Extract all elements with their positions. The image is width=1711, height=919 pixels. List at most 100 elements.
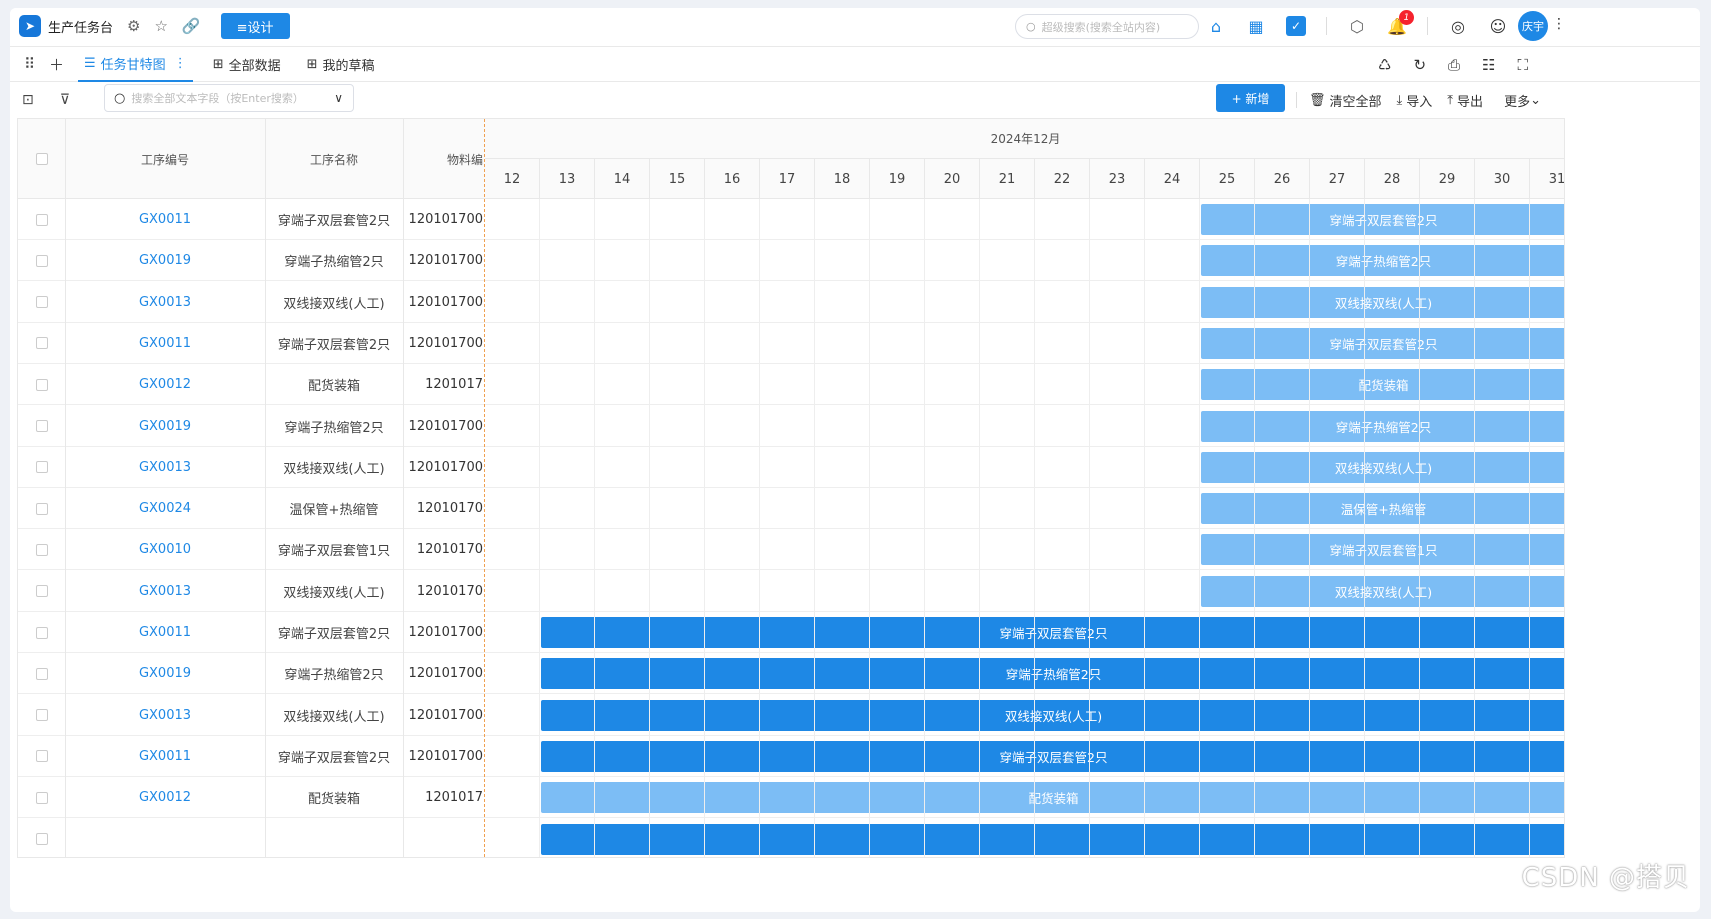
gantt-task-bar[interactable]: 穿端子双层套管1只 [1201, 534, 1564, 566]
process-code-link[interactable]: GX0012 [138, 377, 192, 393]
more-button[interactable]: 更多 ⌄ [1504, 91, 1541, 110]
process-code-link[interactable]: GX0013 [138, 583, 192, 599]
layout-icon[interactable]: ⊡ [22, 92, 34, 108]
table-row[interactable]: GX0010 穿端子双层套管1只 12010170 穿端子双层套管1只 [18, 529, 1564, 571]
more-vertical-icon[interactable]: ⋮ [1552, 16, 1566, 32]
gantt-task-bar[interactable] [541, 823, 1564, 855]
table-row[interactable]: GX0019 穿端子热缩管2只 120101700 穿端子热缩管2只 [18, 240, 1564, 282]
gantt-task-bar[interactable]: 双线接双线(人工) [1201, 286, 1564, 318]
design-button[interactable]: ≡设计 [220, 13, 290, 39]
field-search-input[interactable]: ○ 搜索全部文本字段（按Enter搜索） ∨ [104, 84, 354, 112]
tab-menu-icon[interactable]: ⋮ [173, 55, 187, 71]
table-row[interactable]: GX0011 穿端子双层套管2只 120101700 穿端子双层套管2只 [18, 199, 1564, 240]
gantt-task-bar[interactable]: 双线接双线(人工) [541, 699, 1564, 731]
report-icon[interactable]: ⎙ [1448, 56, 1461, 74]
row-checkbox[interactable] [35, 254, 48, 267]
process-code-link[interactable]: GX0013 [138, 294, 192, 310]
process-code-link[interactable]: GX0012 [138, 790, 192, 806]
tab-my-drafts[interactable]: ⊞ 我的草稿 [301, 46, 381, 82]
row-checkbox[interactable] [35, 502, 48, 515]
row-checkbox[interactable] [35, 420, 48, 432]
row-checkbox[interactable] [35, 337, 48, 350]
row-checkbox[interactable] [35, 378, 48, 391]
link-icon[interactable]: 🔗 [181, 17, 201, 35]
table-row[interactable]: GX0019 穿端子热缩管2只 120101700 穿端子热缩管2只 [18, 406, 1564, 447]
gantt-task-bar[interactable]: 双线接双线(人工) [1201, 451, 1564, 483]
gantt-task-bar[interactable]: 配货装箱 [1201, 369, 1564, 401]
process-code-link[interactable]: GX0011 [138, 625, 192, 640]
row-checkbox[interactable] [35, 750, 48, 763]
row-checkbox[interactable] [35, 543, 48, 556]
header-name[interactable]: 工序名称 [309, 152, 358, 167]
table-row[interactable]: GX0013 双线接双线(人工) 120101700 双线接双线(人工) [18, 282, 1564, 323]
header-code[interactable]: 工序编号 [140, 152, 189, 167]
tab-gantt[interactable]: ☰ 任务甘特图 ⋮ [78, 46, 193, 82]
process-code-link[interactable]: GX0011 [138, 335, 192, 351]
gantt-task-bar[interactable]: 穿端子双层套管2只 [541, 617, 1564, 648]
star-icon[interactable]: ☆ [154, 17, 168, 35]
header-material[interactable]: 物料编 [446, 152, 483, 167]
gantt-task-bar[interactable]: 穿端子热缩管2只 [541, 658, 1564, 690]
chevron-down-icon[interactable]: ∨ [334, 91, 343, 105]
add-view-icon[interactable]: ＋ [49, 55, 65, 74]
task-check-icon[interactable]: ✓ [1286, 16, 1306, 36]
refresh-icon[interactable]: ↻ [1413, 56, 1427, 74]
compass-icon[interactable]: ◎ [1451, 16, 1465, 36]
table-row[interactable]: GX0012 配货装箱 1201017 配货装箱 [18, 777, 1564, 819]
table-row[interactable]: GX0011 穿端子双层套管2只 120101700 穿端子双层套管2只 [18, 736, 1564, 777]
gantt-task-bar[interactable]: 穿端子热缩管2只 [1201, 410, 1564, 442]
row-checkbox[interactable] [35, 213, 48, 226]
tab-all-data[interactable]: ⊞ 全部数据 [207, 46, 287, 82]
support-icon[interactable]: ☺ [1489, 16, 1507, 36]
export-button[interactable]: ⤒ 导出 [1447, 91, 1483, 110]
recycle-icon[interactable]: ♺ [1378, 56, 1392, 74]
avatar[interactable]: 庆宇 [1518, 11, 1548, 41]
row-checkbox[interactable] [35, 585, 48, 598]
select-all-checkbox[interactable] [35, 153, 48, 165]
process-code-link[interactable] [65, 819, 265, 858]
row-checkbox[interactable] [35, 667, 48, 680]
gantt-task-bar[interactable]: 配货装箱 [541, 782, 1564, 814]
process-code-link[interactable]: GX0010 [138, 542, 192, 558]
gantt-task-bar[interactable]: 双线接双线(人工) [1201, 575, 1564, 607]
drag-grid-icon[interactable]: ⠿ [24, 55, 35, 73]
frozen-column-divider[interactable] [484, 119, 485, 857]
table-row[interactable]: GX0024 温保管+热缩管 12010170 温保管+热缩管 [18, 488, 1564, 530]
process-code-link[interactable]: GX0024 [138, 501, 192, 517]
gantt-task-bar[interactable]: 穿端子双层套管2只 [1201, 204, 1564, 235]
search-list-icon[interactable]: ☷ [1482, 56, 1496, 74]
table-row[interactable]: GX0012 配货装箱 1201017 配货装箱 [18, 364, 1564, 406]
fullscreen-icon[interactable]: ⛶ [1517, 56, 1529, 74]
process-code-link[interactable]: GX0013 [138, 707, 192, 723]
process-code-link[interactable]: GX0011 [138, 748, 192, 764]
table-row[interactable]: GX0013 双线接双线(人工) 120101700 双线接双线(人工) [18, 695, 1564, 736]
table-row[interactable]: GX0013 双线接双线(人工) 12010170 双线接双线(人工) [18, 571, 1564, 612]
process-code-link[interactable]: GX0011 [138, 212, 192, 227]
gantt-task-bar[interactable]: 温保管+热缩管 [1201, 493, 1564, 525]
home-icon[interactable]: ⌂ [1210, 16, 1222, 36]
row-checkbox[interactable] [35, 709, 48, 722]
add-button[interactable]: + 新增 [1216, 84, 1285, 112]
global-search-input[interactable]: ○ 超级搜索(搜索全站内容) [1015, 14, 1199, 39]
table-row[interactable]: GX0019 穿端子热缩管2只 120101700 穿端子热缩管2只 [18, 653, 1564, 695]
gantt-task-bar[interactable]: 穿端子热缩管2只 [1201, 245, 1564, 277]
import-button[interactable]: ⤓ 导入 [1397, 91, 1433, 110]
process-code-link[interactable]: GX0019 [138, 666, 192, 682]
table-row[interactable] [18, 819, 1564, 858]
apps-grid-icon[interactable]: ▦ [1248, 16, 1264, 36]
row-checkbox[interactable] [35, 833, 48, 845]
clear-all-button[interactable]: 🗑 清空全部 [1309, 91, 1382, 110]
table-row[interactable]: GX0011 穿端子双层套管2只 120101700 穿端子双层套管2只 [18, 612, 1564, 653]
hexagon-icon[interactable]: ⬡ [1350, 16, 1364, 36]
process-code-link[interactable]: GX0013 [138, 459, 192, 475]
row-checkbox[interactable] [35, 461, 48, 474]
bell-icon[interactable]: 🔔 1 [1387, 10, 1414, 36]
gantt-task-bar[interactable]: 穿端子双层套管2只 [541, 740, 1564, 772]
row-checkbox[interactable] [35, 296, 48, 309]
table-row[interactable]: GX0011 穿端子双层套管2只 120101700 穿端子双层套管2只 [18, 323, 1564, 364]
gear-icon[interactable]: ⚙ [127, 17, 141, 35]
row-checkbox[interactable] [35, 626, 48, 639]
process-code-link[interactable]: GX0019 [138, 253, 192, 269]
table-row[interactable]: GX0013 双线接双线(人工) 120101700 双线接双线(人工) [18, 447, 1564, 488]
gantt-task-bar[interactable]: 穿端子双层套管2只 [1201, 327, 1564, 359]
